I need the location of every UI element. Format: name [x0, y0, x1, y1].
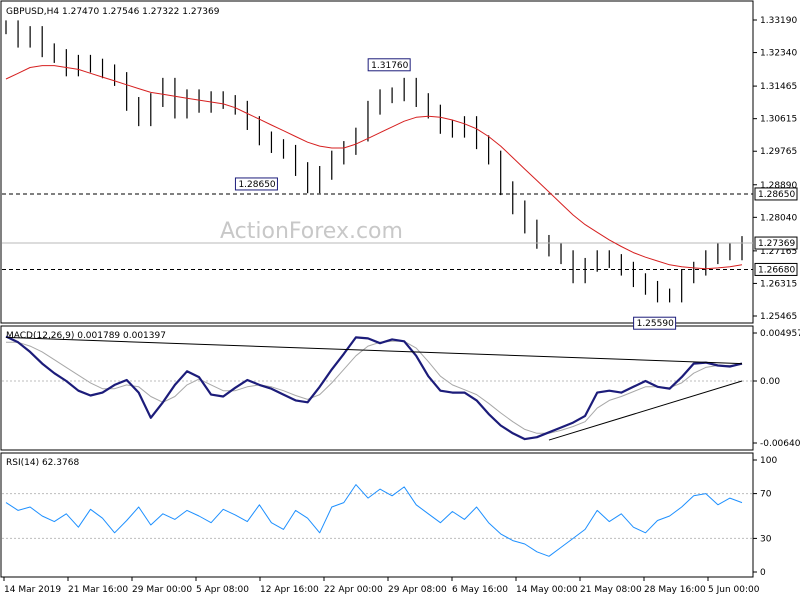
x-tick-label: 29 Mar 00:00	[132, 585, 192, 595]
y-tick-label: 1.28040	[760, 213, 797, 223]
trendline	[548, 380, 743, 441]
level-label-box	[754, 262, 798, 276]
ma-series-line	[5, 65, 743, 270]
y-tick-label: 1.32340	[760, 49, 797, 59]
price-panel-title: GBPUSD,H4 1.27470 1.27546 1.27322 1.2736…	[6, 7, 220, 17]
annotation-label: 1.28650	[238, 180, 275, 190]
y-tick-label: -0.006404	[760, 439, 800, 449]
x-tick-label: 21 May 08:00	[580, 585, 642, 595]
annotation-box	[367, 58, 411, 72]
level-label: 1.27369	[758, 239, 795, 249]
y-tick-label: 1.33190	[760, 16, 797, 26]
annotation-box	[234, 177, 278, 191]
x-tick-label: 21 Mar 16:00	[68, 585, 128, 595]
x-tick-label: 6 May 16:00	[452, 585, 508, 595]
rsi-panel-title: RSI(14) 62.3768	[6, 458, 79, 468]
trendline	[5, 336, 743, 365]
x-tick-label: 14 May 00:00	[516, 585, 578, 595]
price-panel: 1.33190 1.32340 1.31465 1.30615 1.29765 1.288…	[2, 16, 798, 330]
y-tick-label: 30	[760, 534, 772, 544]
macd-panel: 0.004957 0.00 -0.006404	[2, 329, 800, 449]
rsi-panel-frame	[0, 452, 754, 578]
y-tick-label: 0	[760, 568, 766, 578]
macd-series-line	[5, 335, 743, 441]
y-tick-label: 1.30615	[760, 115, 797, 125]
x-axis: 14 Mar 2019 21 Mar 16:00 29 Mar 00:00 5 Apr…	[3, 577, 760, 595]
watermark-text: ActionForex.com	[220, 219, 403, 244]
signal-series-line	[6, 340, 743, 434]
level-label: 1.28650	[758, 190, 795, 200]
macd-panel-frame	[0, 325, 754, 451]
price-panel-frame	[0, 0, 754, 324]
x-tick-label: 29 Apr 08:00	[388, 585, 447, 595]
y-tick-label: 1.25465	[760, 312, 797, 322]
y-tick-label: 1.28890	[760, 181, 797, 191]
level-label: 1.26680	[758, 265, 795, 275]
x-tick-label: 5 Apr 08:00	[196, 585, 249, 595]
y-tick-label: 1.29765	[760, 147, 797, 157]
level-label-box	[754, 187, 798, 201]
y-tick-label: 1.26315	[760, 279, 797, 289]
macd-panel-title: MACD(12,26,9) 0.001789 0.001397	[6, 331, 166, 341]
rsi-series-line	[5, 484, 743, 557]
x-tick-label: 14 Mar 2019	[4, 585, 61, 595]
x-tick-label: 28 May 16:00	[644, 585, 706, 595]
annotation-label: 1.25590	[637, 319, 674, 329]
rsi-panel: 100 70 30 0	[2, 456, 777, 578]
annotation-box	[633, 316, 677, 330]
y-tick-label: 1.27165	[760, 247, 797, 257]
level-label-box	[754, 236, 798, 250]
annotation-label: 1.31760	[371, 61, 408, 71]
x-tick-label: 5 Jun 00:00	[708, 585, 760, 595]
y-tick-label: 70	[760, 490, 772, 500]
y-tick-label: 1.31465	[760, 82, 797, 92]
y-tick-label: 0.00	[760, 377, 780, 387]
y-tick-label: 0.004957	[760, 329, 800, 339]
x-tick-label: 12 Apr 16:00	[260, 585, 319, 595]
x-tick-label: 22 Apr 00:00	[324, 585, 383, 595]
y-tick-label: 100	[760, 456, 777, 466]
